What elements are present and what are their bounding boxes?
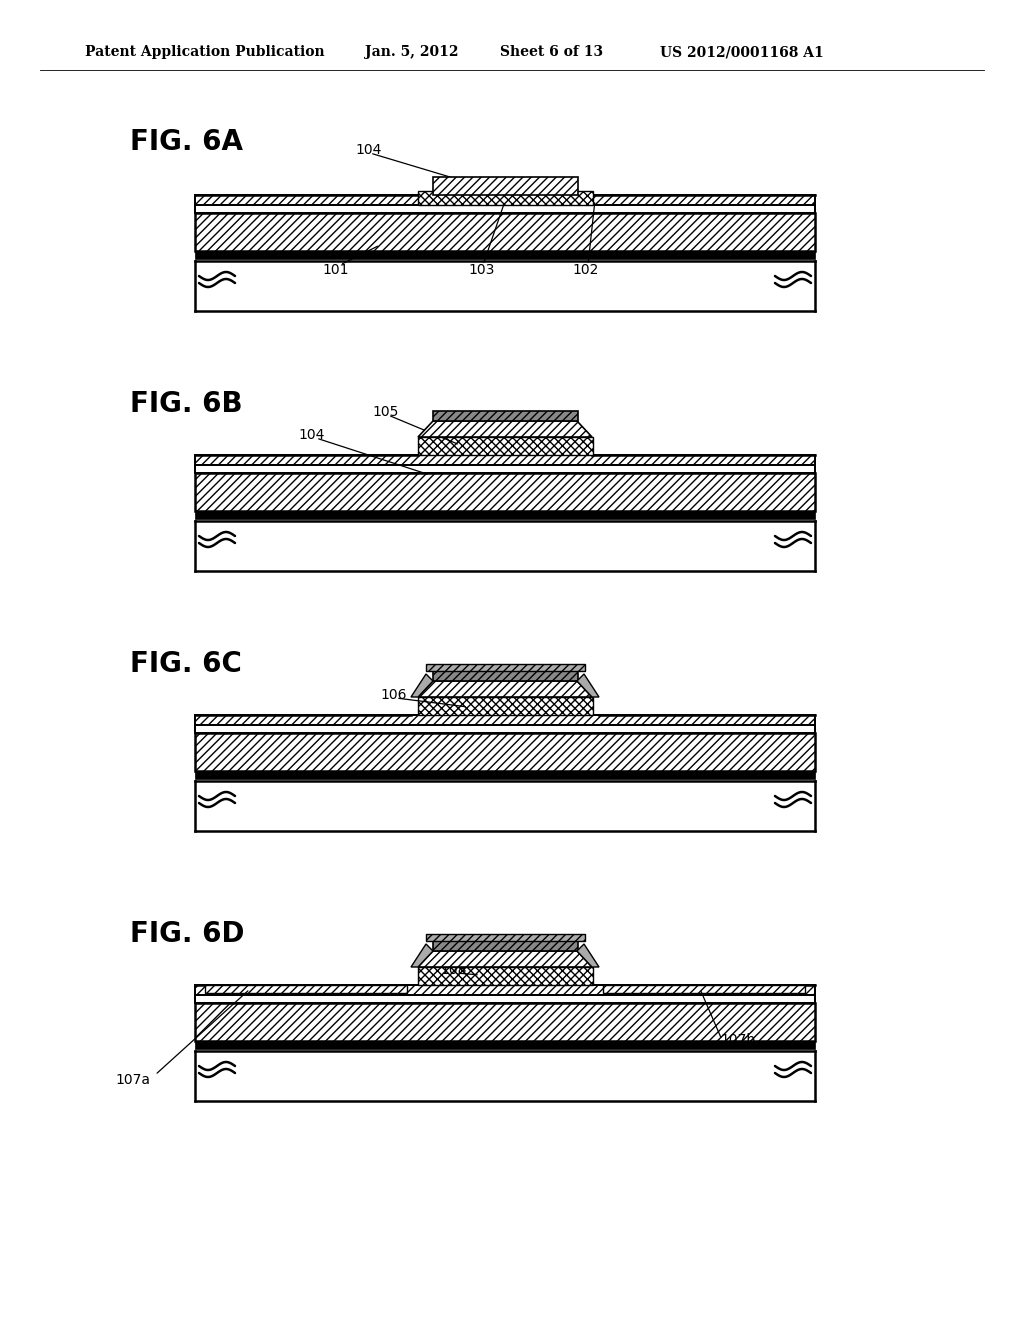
Bar xyxy=(195,251,815,259)
Text: 106: 106 xyxy=(380,688,407,702)
Text: 104: 104 xyxy=(355,143,381,157)
Bar xyxy=(205,985,407,993)
Bar xyxy=(195,725,815,733)
Bar xyxy=(433,411,578,421)
Bar xyxy=(195,985,815,995)
Text: FIG. 6A: FIG. 6A xyxy=(130,128,243,156)
Text: US 2012/0001168 A1: US 2012/0001168 A1 xyxy=(660,45,823,59)
Polygon shape xyxy=(418,681,592,697)
Bar xyxy=(195,715,815,725)
Bar xyxy=(195,455,815,465)
Text: 108: 108 xyxy=(440,964,467,977)
Text: FIG. 6B: FIG. 6B xyxy=(130,389,243,418)
Text: Jan. 5, 2012: Jan. 5, 2012 xyxy=(365,45,459,59)
Polygon shape xyxy=(577,675,599,697)
Text: FIG. 6D: FIG. 6D xyxy=(130,920,245,948)
Text: 103: 103 xyxy=(468,263,495,277)
Bar xyxy=(426,935,585,941)
Bar xyxy=(603,985,805,993)
Text: 105: 105 xyxy=(372,405,398,418)
Bar xyxy=(195,771,815,779)
Text: 107a: 107a xyxy=(115,1073,150,1086)
Bar xyxy=(418,968,593,985)
Polygon shape xyxy=(418,421,592,437)
Bar xyxy=(418,697,593,715)
Text: Patent Application Publication: Patent Application Publication xyxy=(85,45,325,59)
Bar xyxy=(418,191,593,205)
Bar xyxy=(418,437,593,455)
Text: Sheet 6 of 13: Sheet 6 of 13 xyxy=(500,45,603,59)
Bar xyxy=(433,177,578,195)
Bar xyxy=(195,995,815,1003)
Bar xyxy=(195,1041,815,1049)
Bar xyxy=(426,664,585,671)
Polygon shape xyxy=(418,950,592,968)
Bar xyxy=(433,941,578,950)
Polygon shape xyxy=(411,675,433,697)
Bar xyxy=(195,1003,815,1041)
Bar xyxy=(195,465,815,473)
Text: 104: 104 xyxy=(298,428,325,442)
Bar xyxy=(433,671,578,681)
Polygon shape xyxy=(411,944,433,968)
Bar xyxy=(195,473,815,511)
Bar xyxy=(195,733,815,771)
Bar xyxy=(195,195,815,205)
Bar xyxy=(195,511,815,519)
Text: 107b: 107b xyxy=(720,1034,756,1047)
Bar xyxy=(195,213,815,251)
Text: 102: 102 xyxy=(572,263,598,277)
Bar xyxy=(195,205,815,213)
Text: 101: 101 xyxy=(322,263,348,277)
Text: FIG. 6C: FIG. 6C xyxy=(130,649,242,678)
Polygon shape xyxy=(577,944,599,968)
